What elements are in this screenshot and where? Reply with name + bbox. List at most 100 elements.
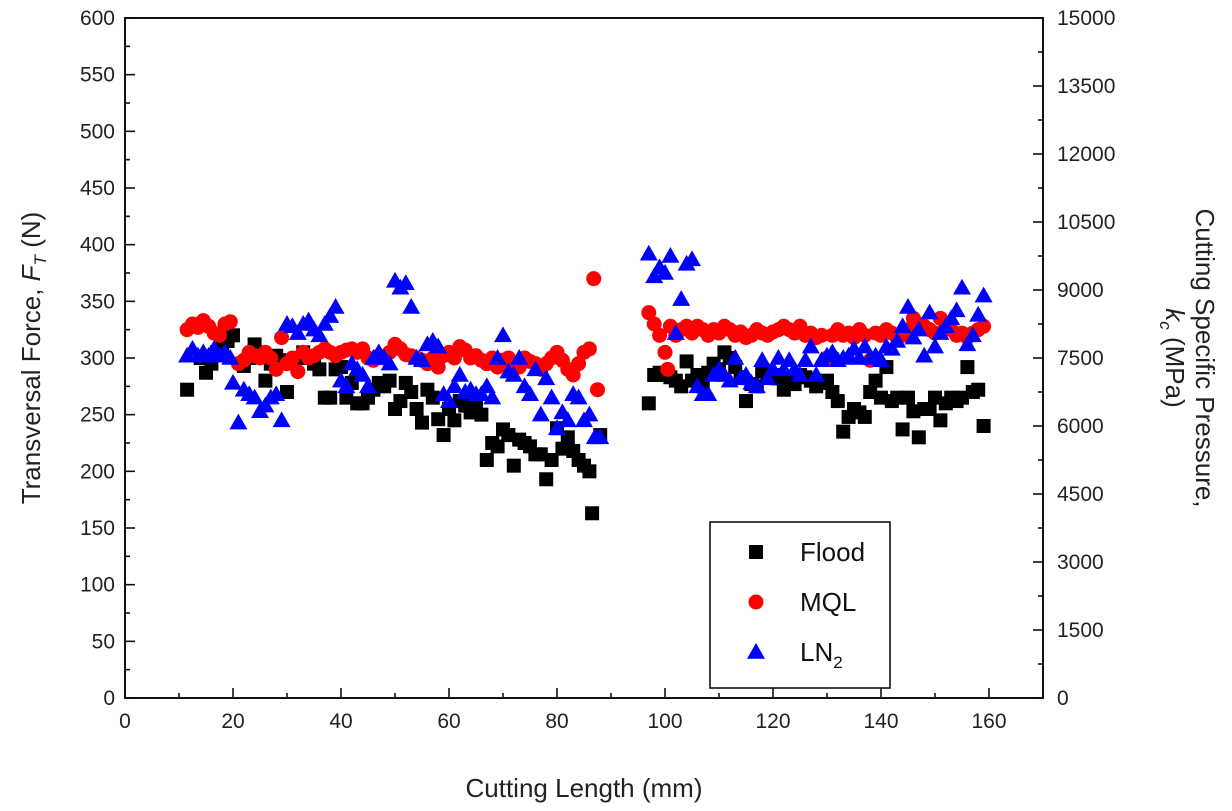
- data-point-ln2: [396, 274, 415, 290]
- data-point-ln2: [337, 377, 356, 394]
- data-point-flood: [280, 385, 294, 399]
- y-tick-label: 450: [80, 177, 115, 200]
- data-point-flood: [425, 390, 440, 405]
- x-tick-label: 40: [329, 710, 352, 733]
- data-point-flood: [226, 328, 240, 343]
- legend-marker-ln2: [747, 643, 765, 659]
- data-point-ln2: [872, 351, 890, 368]
- data-point-ln2: [450, 366, 469, 382]
- data-point-ln2: [256, 396, 275, 413]
- y-tick-label: 50: [92, 630, 115, 653]
- data-point-ln2: [888, 332, 907, 348]
- data-point-ln2: [942, 309, 961, 326]
- data-point-ln2: [656, 264, 674, 280]
- y2-tick-label: 4500: [1057, 483, 1104, 506]
- data-point-ln2: [272, 411, 291, 428]
- data-point-ln2: [639, 244, 658, 261]
- legend-label-mql: MQL: [800, 587, 856, 617]
- data-point-flood: [857, 409, 872, 424]
- data-point-ln2: [288, 324, 307, 340]
- y-tick-label: 400: [80, 234, 115, 257]
- data-point-ln2: [440, 392, 458, 408]
- data-point-mql: [657, 344, 673, 360]
- data-point-ln2: [807, 366, 826, 382]
- data-point-flood: [447, 413, 462, 428]
- y-tick-label: 150: [80, 517, 115, 540]
- data-point-ln2: [526, 360, 545, 377]
- data-point-flood: [933, 413, 948, 428]
- data-point-flood: [312, 362, 327, 377]
- data-point-flood: [539, 472, 554, 487]
- y-tick-label: 600: [80, 7, 115, 30]
- data-point-flood: [436, 428, 451, 443]
- data-point-flood: [874, 390, 888, 405]
- data-point-flood: [409, 402, 424, 416]
- y-tick-label: 350: [80, 290, 115, 313]
- data-point-flood: [501, 428, 516, 443]
- data-point-ln2: [542, 388, 561, 405]
- data-point-flood: [555, 441, 570, 456]
- data-point-ln2: [920, 303, 939, 320]
- y2-tick-label: 13500: [1057, 75, 1115, 98]
- data-point-mql: [976, 318, 992, 334]
- data-point-ln2: [969, 305, 988, 322]
- data-point-mql: [565, 367, 581, 383]
- data-point-mql: [646, 316, 662, 332]
- x-tick-label: 60: [437, 710, 460, 733]
- legend-box: [709, 521, 891, 689]
- data-point-ln2: [672, 290, 691, 306]
- data-point-mql: [290, 364, 306, 380]
- data-point-ln2: [353, 366, 372, 382]
- data-point-ln2: [726, 349, 745, 365]
- data-point-ln2: [899, 298, 917, 314]
- data-point-mql: [586, 271, 602, 287]
- y2-tick-label: 10500: [1057, 211, 1115, 234]
- data-point-ln2: [974, 286, 993, 303]
- data-point-ln2: [494, 326, 512, 343]
- y-tick-label: 0: [103, 687, 115, 710]
- data-point-flood: [533, 447, 548, 462]
- x-tick-label: 0: [119, 710, 131, 733]
- data-point-flood: [906, 404, 921, 419]
- data-point-ln2: [402, 298, 421, 314]
- data-point-ln2: [747, 377, 766, 394]
- data-point-mql: [446, 350, 462, 366]
- data-point-ln2: [666, 324, 685, 340]
- data-point-mql: [222, 314, 238, 330]
- data-point-ln2: [801, 337, 820, 354]
- data-point-ln2: [531, 405, 550, 422]
- data-point-ln2: [893, 317, 912, 334]
- data-point-flood: [868, 373, 883, 388]
- data-point-mql: [652, 327, 668, 343]
- series-ln2: [178, 244, 993, 445]
- data-point-ln2: [580, 405, 599, 422]
- legend-label-flood: Flood: [800, 537, 865, 567]
- x-tick-label: 20: [221, 710, 244, 733]
- data-point-ln2: [699, 385, 718, 402]
- data-point-flood: [863, 385, 878, 399]
- y2-tick-label: 9000: [1057, 279, 1104, 302]
- data-point-ln2: [915, 346, 934, 363]
- data-point-flood: [339, 390, 354, 405]
- data-point-ln2: [429, 337, 448, 354]
- data-point-ln2: [310, 326, 329, 343]
- data-point-flood: [258, 373, 273, 388]
- data-point-mql: [263, 350, 279, 366]
- data-point-ln2: [229, 413, 248, 430]
- data-point-ln2: [758, 369, 777, 386]
- data-point-flood: [323, 390, 338, 405]
- y2-axis-title-line2: kc (MPa): [1156, 308, 1190, 408]
- x-tick-label: 140: [863, 710, 898, 733]
- data-point-flood: [830, 394, 845, 409]
- y-tick-label: 300: [80, 347, 115, 370]
- data-point-ln2: [380, 354, 399, 371]
- y-axis-title: Transversal Force, FT (N): [16, 212, 50, 505]
- data-point-flood: [690, 368, 705, 382]
- data-point-ln2: [769, 349, 788, 365]
- data-point-flood: [911, 430, 926, 445]
- data-point-flood: [393, 394, 408, 409]
- data-point-ln2: [558, 411, 577, 428]
- y-tick-label: 250: [80, 404, 115, 427]
- data-point-flood: [955, 390, 969, 405]
- y2-tick-label: 3000: [1057, 551, 1104, 574]
